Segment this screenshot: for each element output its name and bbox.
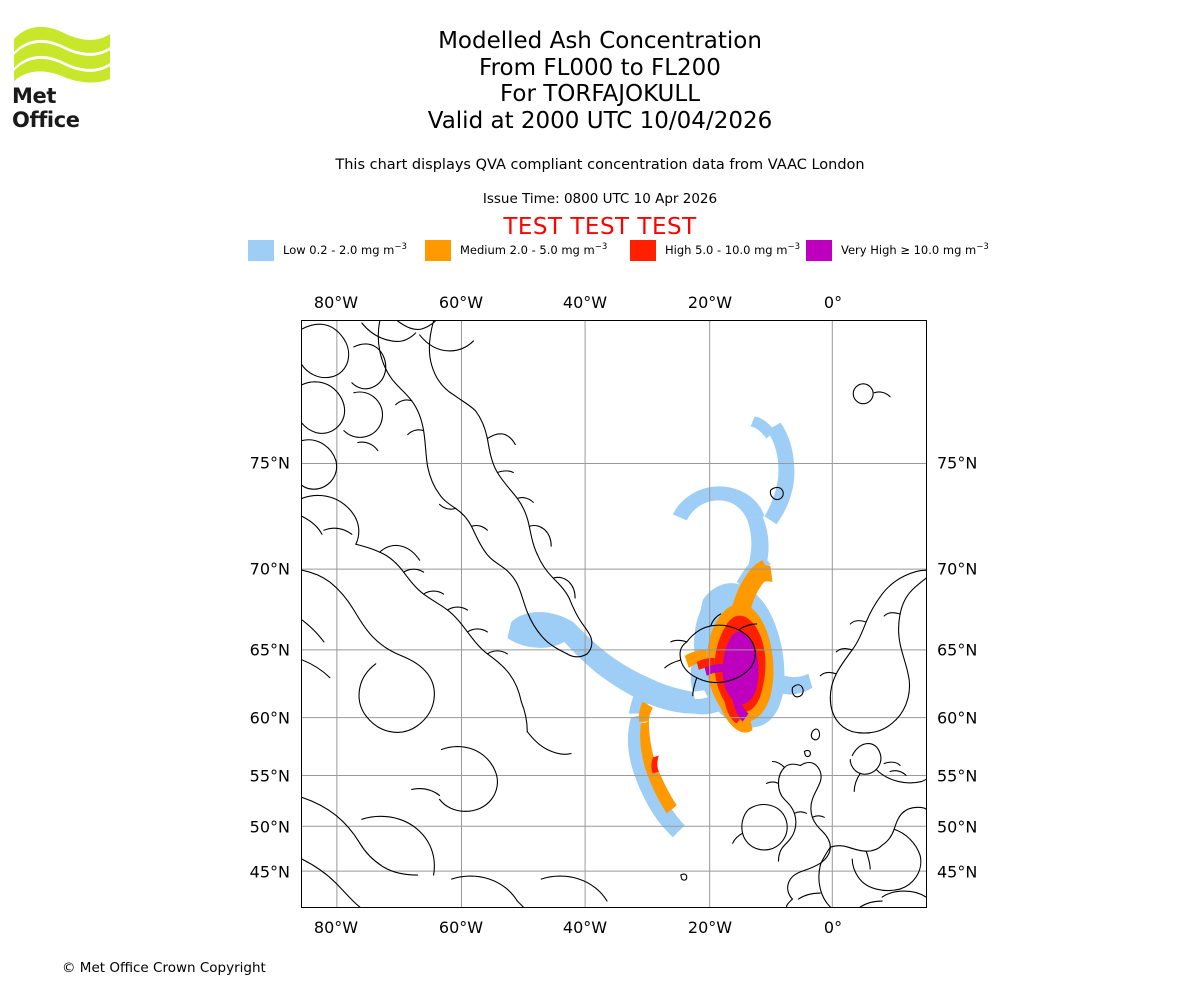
lat-label-right-45N: 45°N <box>937 862 978 882</box>
legend-label-medium: Medium 2.0 - 5.0 mg m−3 <box>460 242 608 257</box>
ash-concentration-map[interactable] <box>301 320 927 908</box>
legend-swatch-medium <box>425 239 451 261</box>
lon-label-bottom-0: 0° <box>823 918 843 937</box>
chart-subtitle: This chart displays QVA compliant concen… <box>335 157 865 173</box>
lon-label-bottom-20W: 20°W <box>687 918 733 937</box>
map-coastlines <box>302 321 926 907</box>
lon-label-top-40W: 40°W <box>562 293 608 312</box>
title-line-1: Modelled Ash Concentration <box>438 28 762 54</box>
lon-label-top-0: 0° <box>823 293 843 312</box>
title-line-4: Valid at 2000 UTC 10/04/2026 <box>427 107 773 134</box>
lon-label-top-80W: 80°W <box>313 293 359 312</box>
ash-layer-low <box>507 416 813 838</box>
lat-label-left-60N: 60°N <box>249 708 290 728</box>
title-line-3: For TORFAJOKULL <box>499 81 701 107</box>
legend-exponent-high: −3 <box>787 242 800 253</box>
legend-entry-low: Low 0.2 - 2.0 mg m−3 <box>248 239 407 261</box>
lat-label-left-50N: 50°N <box>249 817 290 837</box>
legend-label-high: High 5.0 - 10.0 mg m−3 <box>665 242 800 257</box>
met-office-waves-icon <box>14 26 110 83</box>
legend-exponent-low: −3 <box>394 242 407 253</box>
lat-label-left-70N: 70°N <box>249 559 290 579</box>
lat-label-right-70N: 70°N <box>937 559 978 579</box>
map-canvas <box>302 321 926 907</box>
title-line-2: From FL000 to FL200 <box>479 54 721 81</box>
logo-wordmark: Met Office <box>12 84 80 132</box>
lon-label-bottom-60W: 60°W <box>438 918 484 937</box>
lat-label-right-50N: 50°N <box>937 817 978 837</box>
map-gridlines <box>302 321 926 907</box>
met-office-logo: Met Office <box>12 22 122 132</box>
legend-entry-high: High 5.0 - 10.0 mg m−3 <box>630 239 800 261</box>
lat-label-left-55N: 55°N <box>249 766 290 786</box>
legend-label-low: Low 0.2 - 2.0 mg m−3 <box>283 242 407 257</box>
page-title: Modelled Ash Concentration From FL000 to… <box>0 28 1200 134</box>
legend-label-very-high: Very High ≥ 10.0 mg m−3 <box>841 242 989 257</box>
copyright-notice: © Met Office Crown Copyright <box>62 960 266 976</box>
legend-exponent-very-high: −3 <box>976 242 989 253</box>
lon-label-top-60W: 60°W <box>438 293 484 312</box>
legend-entry-very-high: Very High ≥ 10.0 mg m−3 <box>806 239 989 261</box>
legend-swatch-high <box>630 239 656 261</box>
legend-exponent-medium: −3 <box>594 242 608 253</box>
legend-entry-medium: Medium 2.0 - 5.0 mg m−3 <box>425 239 607 261</box>
legend-swatch-low <box>248 239 274 261</box>
lat-label-left-75N: 75°N <box>249 453 290 473</box>
lat-label-left-65N: 65°N <box>249 640 290 660</box>
lat-label-left-45N: 45°N <box>249 862 290 882</box>
concentration-legend: Low 0.2 - 2.0 mg m−3 Medium 2.0 - 5.0 mg… <box>248 239 989 261</box>
lon-label-bottom-80W: 80°W <box>313 918 359 937</box>
lat-label-right-60N: 60°N <box>937 708 978 728</box>
lat-label-right-75N: 75°N <box>937 453 978 473</box>
legend-swatch-very-high <box>806 239 832 261</box>
test-banner: TEST TEST TEST <box>503 214 697 240</box>
lon-label-bottom-40W: 40°W <box>562 918 608 937</box>
lat-label-right-55N: 55°N <box>937 766 978 786</box>
lon-label-top-20W: 20°W <box>687 293 733 312</box>
issue-time: Issue Time: 0800 UTC 10 Apr 2026 <box>482 191 718 207</box>
lat-label-right-65N: 65°N <box>937 640 978 660</box>
